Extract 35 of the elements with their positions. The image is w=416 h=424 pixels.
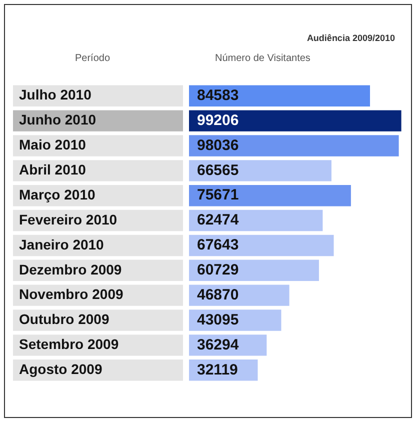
- bar: [189, 234, 334, 256]
- data-label: 67643: [197, 236, 239, 254]
- data-label: 75671: [197, 186, 239, 204]
- bar: [189, 135, 399, 156]
- data-label: 36294: [197, 336, 240, 354]
- bar: [189, 260, 319, 281]
- data-label: 46870: [197, 286, 239, 304]
- y-tick-label: Maio 2010: [19, 136, 86, 153]
- y-tick-label: Abril 2010: [19, 162, 86, 178]
- bar: [189, 210, 323, 232]
- data-label: 99206: [197, 112, 239, 129]
- y-tick-label: Fevereiro 2010: [19, 211, 118, 228]
- data-label: 66565: [197, 162, 239, 179]
- y-tick-label: Agosto 2009: [19, 360, 102, 377]
- x-axis-title: Número de Visitantes: [215, 53, 310, 64]
- y-tick-label: Junho 2010: [19, 112, 96, 128]
- bar: [189, 85, 370, 106]
- y-tick-label: Outubro 2009: [19, 311, 110, 328]
- y-tick-label: Julho 2010: [19, 86, 92, 103]
- bar: [189, 185, 351, 206]
- data-label: 32119: [197, 361, 238, 378]
- data-label: 60729: [197, 262, 239, 279]
- bar: [189, 160, 332, 182]
- y-tick-label: Janeiro 2010: [19, 236, 104, 252]
- y-axis-title: Período: [75, 53, 110, 64]
- y-tick-label: Novembro 2009: [19, 286, 124, 302]
- data-label: 62474: [197, 212, 240, 229]
- y-tick-label: Dezembro 2009: [19, 261, 122, 278]
- chart-title: Audiência 2009/2010: [306, 33, 395, 43]
- y-tick-label: Setembro 2009: [19, 336, 119, 352]
- y-tick-label: Março 2010: [19, 186, 96, 202]
- data-label: 84583: [197, 87, 239, 104]
- data-label: 43095: [197, 311, 239, 328]
- data-label: 98036: [197, 136, 239, 154]
- bar: [189, 110, 402, 132]
